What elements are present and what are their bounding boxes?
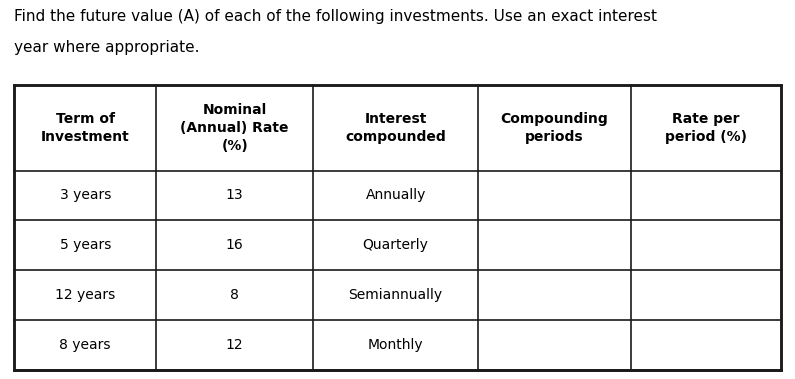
Text: 8: 8	[231, 288, 239, 302]
Text: 16: 16	[226, 238, 243, 252]
Text: 12 years: 12 years	[55, 288, 115, 302]
Text: Interest
compounded: Interest compounded	[345, 112, 446, 144]
Text: Monthly: Monthly	[368, 338, 424, 352]
Text: 13: 13	[226, 188, 243, 202]
Text: Quarterly: Quarterly	[363, 238, 429, 252]
Text: Rate per
period (%): Rate per period (%)	[665, 112, 747, 144]
Text: Nominal
(Annual) Rate
(%): Nominal (Annual) Rate (%)	[180, 103, 289, 153]
Text: Semiannually: Semiannually	[348, 288, 443, 302]
Text: Find the future value (A) of each of the following investments. Use an exact int: Find the future value (A) of each of the…	[14, 9, 657, 25]
Text: Term of
Investment: Term of Investment	[41, 112, 130, 144]
Text: Annually: Annually	[366, 188, 426, 202]
Text: 12: 12	[226, 338, 243, 352]
Bar	[14, 85, 781, 370]
Text: 5 years: 5 years	[60, 238, 111, 252]
Text: year where appropriate.: year where appropriate.	[14, 40, 200, 55]
Text: 3 years: 3 years	[60, 188, 111, 202]
Text: Compounding
periods: Compounding periods	[501, 112, 608, 144]
Text: 8 years: 8 years	[60, 338, 111, 352]
